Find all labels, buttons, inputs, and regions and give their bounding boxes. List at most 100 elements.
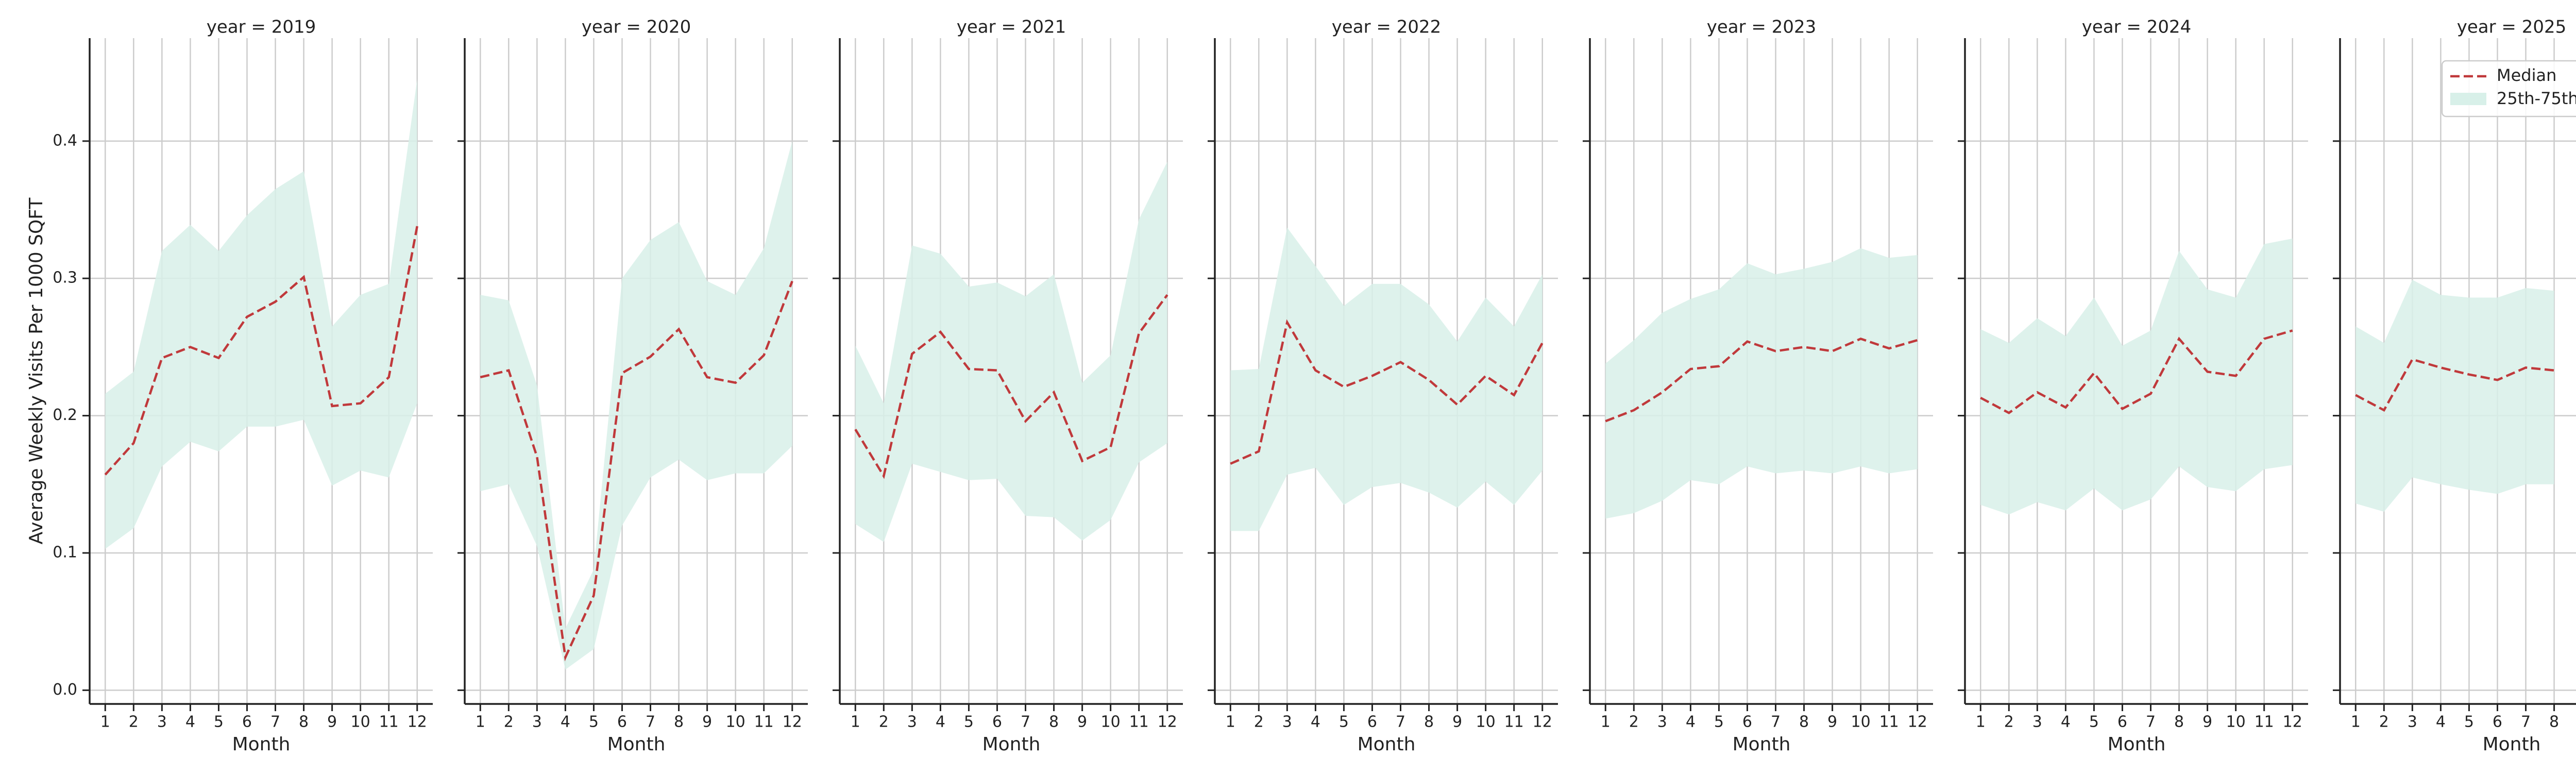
x-tick-label: 8 (674, 713, 684, 731)
median-line (480, 280, 793, 662)
x-tick-label: 7 (646, 713, 655, 731)
y-tick-label: 0.4 (53, 131, 77, 149)
median-line (104, 226, 418, 476)
x-tick-label: 11 (2255, 713, 2274, 731)
x-tick-label: 6 (617, 713, 627, 731)
x-tick-label: 11 (1879, 713, 1899, 731)
median-line (1230, 319, 1544, 465)
x-tick-label: 3 (157, 713, 167, 731)
x-tick-label: 6 (992, 713, 1002, 731)
x-tick-label: 4 (936, 713, 945, 731)
x-tick-label: 8 (1799, 713, 1809, 731)
facet-title: year = 2025 (2457, 17, 2566, 38)
x-tick-label: 3 (907, 713, 917, 731)
x-tick-label: 7 (1771, 713, 1781, 731)
x-tick-label: 4 (1311, 713, 1320, 731)
x-tick-label: 5 (964, 713, 974, 731)
x-tick-label: 11 (754, 713, 774, 731)
x-tick-label: 8 (299, 713, 309, 731)
x-tick-label: 2 (129, 713, 139, 731)
x-tick-label: 3 (1657, 713, 1667, 731)
x-tick-label: 3 (532, 713, 542, 731)
x-axis-label: Month (607, 734, 666, 755)
x-tick-label: 10 (1851, 713, 1871, 731)
x-tick-label: 11 (1504, 713, 1524, 731)
x-tick-label: 11 (1129, 713, 1149, 731)
x-tick-label: 5 (1339, 713, 1349, 731)
x-tick-label: 1 (100, 713, 110, 731)
x-tick-label: 2 (1629, 713, 1639, 731)
y-tick-label: 0.1 (53, 543, 77, 561)
y-tick-label: 0.2 (53, 406, 77, 424)
legend-label: Median (2497, 65, 2556, 85)
x-tick-label: 6 (2117, 713, 2127, 731)
median-line (1980, 329, 2293, 414)
y-axis-label: Average Weekly Visits Per 1000 SQFT (26, 197, 47, 545)
x-tick-label: 9 (2202, 713, 2212, 731)
x-tick-label: 9 (1077, 713, 1087, 731)
x-tick-label: 8 (2174, 713, 2184, 731)
facet-title: year = 2019 (207, 17, 316, 38)
median-line (2355, 358, 2554, 412)
x-tick-label: 7 (1396, 713, 1405, 731)
percentile-band (2355, 279, 2554, 512)
x-tick-label: 7 (1021, 713, 1030, 731)
x-tick-label: 8 (2549, 713, 2559, 731)
x-tick-label: 5 (2089, 713, 2099, 731)
median-line (854, 294, 1168, 479)
x-tick-label: 1 (851, 713, 860, 731)
x-tick-label: 9 (327, 713, 337, 731)
x-tick-label: 6 (1367, 713, 1377, 731)
x-tick-label: 12 (1533, 713, 1552, 731)
x-tick-label: 5 (1714, 713, 1724, 731)
facet-title: year = 2020 (582, 17, 691, 38)
x-tick-label: 2 (1254, 713, 1264, 731)
x-tick-label: 6 (1742, 713, 1752, 731)
y-tick-label: 0.3 (53, 269, 77, 287)
x-tick-label: 10 (726, 713, 745, 731)
x-tick-label: 9 (1452, 713, 1462, 731)
x-tick-label: 1 (476, 713, 485, 731)
x-tick-label: 12 (408, 713, 427, 731)
x-axis-label: Month (1358, 734, 1416, 755)
x-tick-label: 3 (1282, 713, 1292, 731)
x-tick-label: 4 (561, 713, 570, 731)
x-tick-label: 8 (1424, 713, 1434, 731)
facet-title: year = 2024 (2082, 17, 2191, 38)
percentile-band (1980, 238, 2293, 515)
legend-swatch (2450, 93, 2486, 105)
x-tick-label: 4 (185, 713, 195, 731)
x-tick-label: 4 (2061, 713, 2071, 731)
x-axis-label: Month (2483, 734, 2541, 755)
x-tick-label: 12 (783, 713, 802, 731)
facet-title: year = 2022 (1332, 17, 1441, 38)
x-tick-label: 1 (1601, 713, 1611, 731)
x-tick-label: 7 (270, 713, 280, 731)
x-tick-label: 2 (2004, 713, 2014, 731)
x-tick-label: 6 (2493, 713, 2502, 731)
x-tick-label: 1 (2351, 713, 2361, 731)
x-tick-label: 2 (2379, 713, 2389, 731)
x-tick-label: 12 (1908, 713, 1927, 731)
x-axis-label: Month (232, 734, 291, 755)
percentile-band (855, 161, 1167, 542)
x-axis-label: Month (1733, 734, 1791, 755)
x-tick-label: 8 (1049, 713, 1059, 731)
x-axis-label: Month (982, 734, 1041, 755)
x-tick-label: 1 (1976, 713, 1986, 731)
median-line (1605, 337, 1918, 423)
x-tick-label: 12 (2283, 713, 2302, 731)
x-tick-label: 4 (2436, 713, 2446, 731)
x-tick-label: 2 (504, 713, 514, 731)
x-tick-label: 1 (1226, 713, 1235, 731)
x-tick-label: 6 (242, 713, 252, 731)
x-tick-label: 2 (879, 713, 889, 731)
x-tick-label: 7 (2146, 713, 2156, 731)
percentile-band (1230, 227, 1543, 531)
x-tick-label: 5 (589, 713, 599, 731)
percentile-band (480, 141, 792, 670)
x-tick-label: 10 (2226, 713, 2246, 731)
x-tick-label: 5 (214, 713, 224, 731)
